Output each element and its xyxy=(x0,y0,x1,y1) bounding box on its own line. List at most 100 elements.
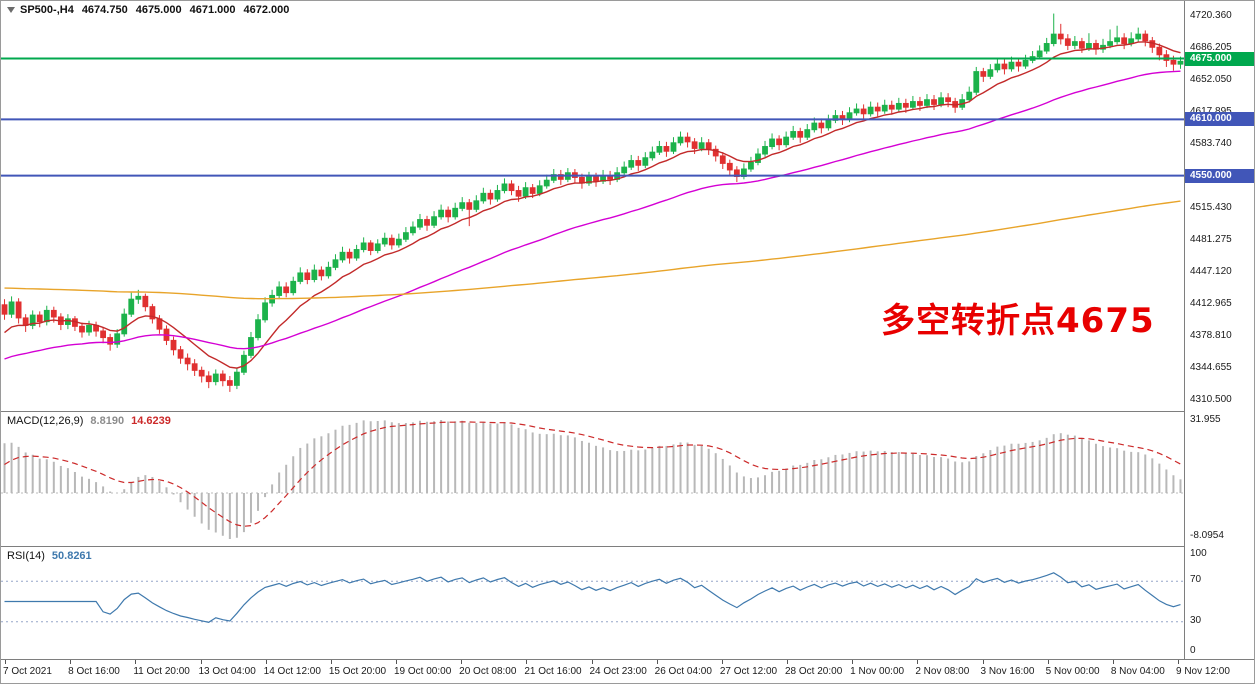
ma-fast-red-line xyxy=(4,41,1181,369)
candle-body xyxy=(121,313,128,335)
time-axis-label: 27 Oct 12:00 xyxy=(719,666,778,677)
candle-body xyxy=(881,104,888,112)
candle-body xyxy=(417,219,423,228)
candle-body xyxy=(410,226,416,234)
hline-price-badge[interactable]: 4610.000 xyxy=(1185,112,1254,127)
candle-body xyxy=(332,259,339,268)
candle-body xyxy=(86,324,92,333)
candle-body xyxy=(473,200,480,210)
candle-body xyxy=(1135,33,1142,40)
candle-body xyxy=(255,319,261,339)
candle-body xyxy=(402,232,409,240)
time-tick xyxy=(787,660,788,664)
time-axis[interactable]: 7 Oct 2021 8 Oct 16:00 11 Oct 20:00 13 Oct … xyxy=(1,659,1254,683)
candle-body xyxy=(1001,63,1008,70)
candle-body xyxy=(1043,43,1050,52)
candle-body xyxy=(966,91,973,101)
time-tick xyxy=(1047,660,1049,664)
candle-body xyxy=(938,97,944,105)
candle-body xyxy=(1114,37,1121,43)
low-value: 4671.000 xyxy=(189,4,236,16)
candle-body xyxy=(642,157,649,166)
rsi-axis-label: 30 xyxy=(1190,614,1202,626)
macd-signal-value: 14.6239 xyxy=(131,415,171,427)
rsi-axis-label: 0 xyxy=(1190,645,1196,656)
candle-body xyxy=(762,146,768,155)
candle-body xyxy=(1015,61,1022,67)
time-tick xyxy=(1178,660,1179,664)
candle-body xyxy=(945,97,952,103)
candle-body xyxy=(170,339,177,351)
candle-body xyxy=(248,337,254,356)
candle-body xyxy=(874,106,881,112)
rsi-label: RSI(14) xyxy=(7,550,45,562)
time-tick xyxy=(5,660,6,664)
candle-body xyxy=(43,309,50,323)
time-axis-label: 8 Oct 16:00 xyxy=(68,666,120,677)
candle-body xyxy=(1050,33,1057,45)
candle-body xyxy=(917,101,923,106)
candle-body xyxy=(536,185,543,194)
candle-body xyxy=(755,153,761,163)
candle-body xyxy=(353,249,360,259)
candle-body xyxy=(804,129,811,138)
time-axis-label: 7 Oct 2021 xyxy=(3,666,52,677)
rsi-panel-header: RSI(14) 50.8261 xyxy=(7,550,92,562)
rsi-panel[interactable]: RSI(14) 50.8261 xyxy=(1,546,1184,660)
candle-body xyxy=(705,142,712,150)
macd-panel[interactable]: MACD(12,26,9) 8.8190 14.6239 xyxy=(1,411,1184,547)
price-panel[interactable]: SP500-,H4 4674.750 4675.000 4671.000 4672.00… xyxy=(1,1,1184,411)
candle-body xyxy=(8,301,15,315)
candle-body xyxy=(593,176,599,182)
candle-body xyxy=(360,242,367,251)
candle-body xyxy=(1078,41,1085,49)
candle-body xyxy=(466,202,473,210)
candle-body xyxy=(304,272,311,281)
candle-body xyxy=(325,266,332,277)
candle-body xyxy=(438,209,445,218)
candle-body xyxy=(50,309,57,318)
price-axis-label: 4481.275 xyxy=(1190,233,1232,245)
time-axis-label: 19 Oct 00:00 xyxy=(394,666,452,677)
candle-body xyxy=(656,146,663,153)
price-axis-label: 4720.360 xyxy=(1190,10,1232,22)
hline-price-badge[interactable]: 4675.000 xyxy=(1185,51,1254,66)
time-tick xyxy=(461,660,463,664)
candle-body xyxy=(290,280,297,294)
rsi-axis-label: 70 xyxy=(1190,574,1202,586)
candle-body xyxy=(1,304,8,315)
time-axis-label: 9 Nov 12:00 xyxy=(1176,666,1230,677)
candle-body xyxy=(994,63,1001,71)
collapse-chart-icon[interactable] xyxy=(7,7,15,14)
candle-body xyxy=(719,155,726,164)
time-axis-label: 13 Oct 04:00 xyxy=(198,666,256,677)
candle-body xyxy=(712,148,719,157)
candle-body xyxy=(297,272,304,282)
candle-body xyxy=(480,192,487,202)
candle-body xyxy=(64,318,71,325)
candle-body xyxy=(311,269,318,281)
candle-body xyxy=(684,136,691,143)
candle-body xyxy=(776,138,783,146)
candle-body xyxy=(452,207,459,218)
candle-body xyxy=(663,146,670,152)
price-axis[interactable]: 4720.360 4686.205 4652.050 4617.895 4583.740… xyxy=(1184,1,1254,659)
candle-body xyxy=(233,371,240,386)
hline-price-badge[interactable]: 4550.000 xyxy=(1185,168,1254,183)
time-tick xyxy=(70,660,72,664)
candle-body xyxy=(79,325,85,333)
candle-body xyxy=(29,314,36,326)
time-tick xyxy=(330,660,332,664)
candle-body xyxy=(142,295,149,308)
candle-body xyxy=(276,286,283,296)
symbol-period-label: SP500-,H4 xyxy=(20,4,74,16)
candle-body xyxy=(128,298,135,315)
candle-body xyxy=(522,187,529,197)
candle-body xyxy=(670,142,677,152)
candle-body xyxy=(825,119,832,129)
candle-body xyxy=(212,373,219,383)
price-axis-label: 4583.740 xyxy=(1190,137,1232,149)
time-tick xyxy=(265,660,267,664)
candle-body xyxy=(445,209,452,218)
time-axis-label: 14 Oct 12:00 xyxy=(263,666,321,677)
